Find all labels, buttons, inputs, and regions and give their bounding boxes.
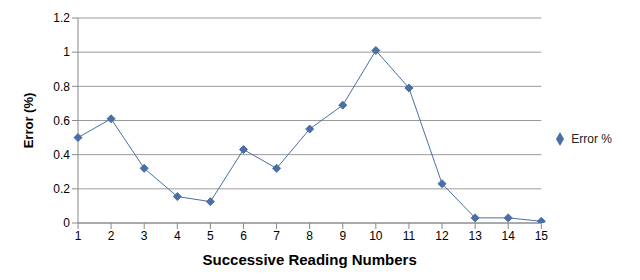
svg-text:13: 13	[468, 229, 482, 243]
svg-text:6: 6	[240, 229, 247, 243]
svg-text:11: 11	[403, 229, 416, 243]
svg-text:4: 4	[174, 229, 181, 243]
svg-text:3: 3	[141, 229, 148, 243]
svg-text:1: 1	[75, 229, 82, 243]
svg-text:0.8: 0.8	[53, 80, 70, 94]
svg-text:0.6: 0.6	[53, 114, 70, 128]
svg-text:7: 7	[273, 229, 280, 243]
svg-text:0.2: 0.2	[53, 182, 70, 196]
svg-text:8: 8	[306, 229, 313, 243]
svg-text:14: 14	[502, 229, 516, 243]
svg-text:9: 9	[339, 229, 346, 243]
svg-text:1.2: 1.2	[53, 11, 70, 25]
svg-text:10: 10	[369, 229, 383, 243]
svg-text:Error (%): Error (%)	[21, 93, 36, 149]
html-text:Error %: Error %	[571, 131, 612, 146]
svg-text:0.4: 0.4	[53, 148, 70, 162]
svg-text:15: 15	[535, 229, 549, 243]
svg-text:2: 2	[108, 229, 115, 243]
svg-text:Successive Reading Numbers: Successive Reading Numbers	[203, 251, 417, 268]
svg-text:12: 12	[435, 229, 449, 243]
svg-text:1: 1	[63, 45, 70, 59]
svg-text:5: 5	[207, 229, 214, 243]
svg-text:0: 0	[63, 216, 70, 230]
